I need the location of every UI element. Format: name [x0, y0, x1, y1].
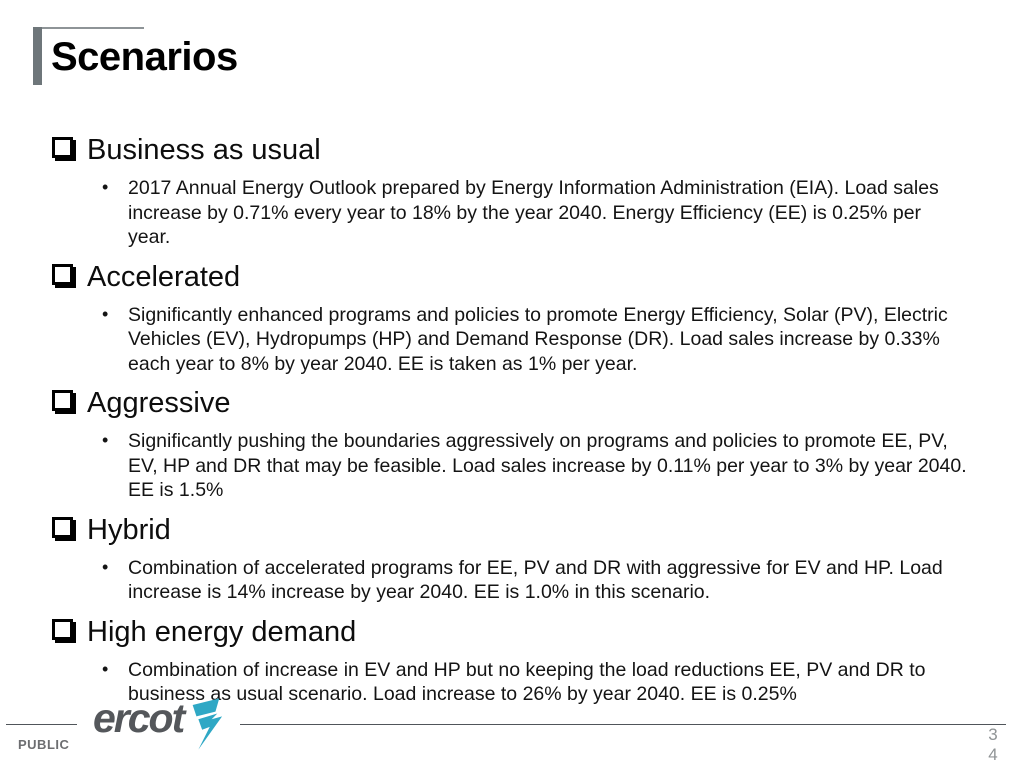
scenario-title: High energy demand [87, 615, 357, 648]
section-title-row: High energy demand [52, 612, 968, 652]
bullet-dot-icon: • [102, 303, 109, 324]
slide-number-line2: 4 [988, 745, 998, 764]
slide-number-line1: 3 [988, 725, 998, 744]
scenario-description: 2017 Annual Energy Outlook prepared by E… [128, 177, 939, 248]
ercot-logo: ercot [93, 698, 224, 756]
section-title-row: Accelerated [52, 257, 968, 297]
scenario-section-hybrid: Hybrid • Combination of accelerated prog… [52, 510, 968, 605]
scenario-title: Business as usual [87, 134, 321, 166]
section-title-row: Aggressive [52, 383, 968, 423]
bullet-dot-icon: • [102, 658, 109, 679]
scenario-description: Combination of accelerated programs for … [128, 556, 943, 604]
ballot-box-icon [52, 516, 73, 538]
bullet-dot-icon: • [102, 556, 109, 577]
scenario-description: Significantly enhanced programs and poli… [128, 303, 948, 375]
section-desc-row: • Significantly pushing the boundaries a… [52, 429, 968, 503]
ballot-box-icon [52, 390, 73, 411]
scenario-description: Combination of increase in EV and HP but… [128, 658, 926, 706]
slide-body: Business as usual • 2017 Annual Energy O… [52, 130, 968, 714]
lightning-bolt-icon [186, 697, 224, 756]
page-title: Scenarios [51, 35, 238, 79]
footer-divider-right [240, 724, 1006, 725]
section-desc-row: • Combination of accelerated programs fo… [52, 556, 968, 605]
slide-header: Scenarios [33, 27, 238, 85]
scenario-section-accelerated: Accelerated • Significantly enhanced pro… [52, 257, 968, 377]
classification-label: PUBLIC [18, 737, 70, 752]
scenario-section-aggressive: Aggressive • Significantly pushing the b… [52, 383, 968, 503]
ballot-box-icon [52, 137, 73, 158]
section-title-row: Business as usual [52, 130, 968, 170]
section-desc-row: • 2017 Annual Energy Outlook prepared by… [52, 176, 968, 250]
bullet-dot-icon: • [102, 430, 109, 450]
footer-divider-left [6, 724, 77, 725]
scenario-description: Significantly pushing the boundaries agg… [128, 430, 967, 501]
section-desc-row: • Combination of increase in EV and HP b… [52, 658, 968, 707]
scenario-section-high-energy-demand: High energy demand • Combination of incr… [52, 612, 968, 707]
bullet-dot-icon: • [102, 177, 109, 197]
title-accent-line [33, 27, 144, 29]
scenario-title: Hybrid [87, 513, 171, 546]
ballot-box-icon [52, 618, 73, 640]
section-title-row: Hybrid [52, 510, 968, 550]
section-desc-row: • Significantly enhanced programs and po… [52, 303, 968, 377]
title-accent-bar [33, 27, 42, 85]
scenario-title: Accelerated [87, 260, 241, 293]
ercot-logo-text: ercot [93, 695, 185, 741]
ballot-box-icon [52, 263, 73, 285]
scenario-section-business-as-usual: Business as usual • 2017 Annual Energy O… [52, 130, 968, 250]
scenario-title: Aggressive [87, 387, 231, 419]
slide-number: 3 4 [980, 725, 1006, 765]
